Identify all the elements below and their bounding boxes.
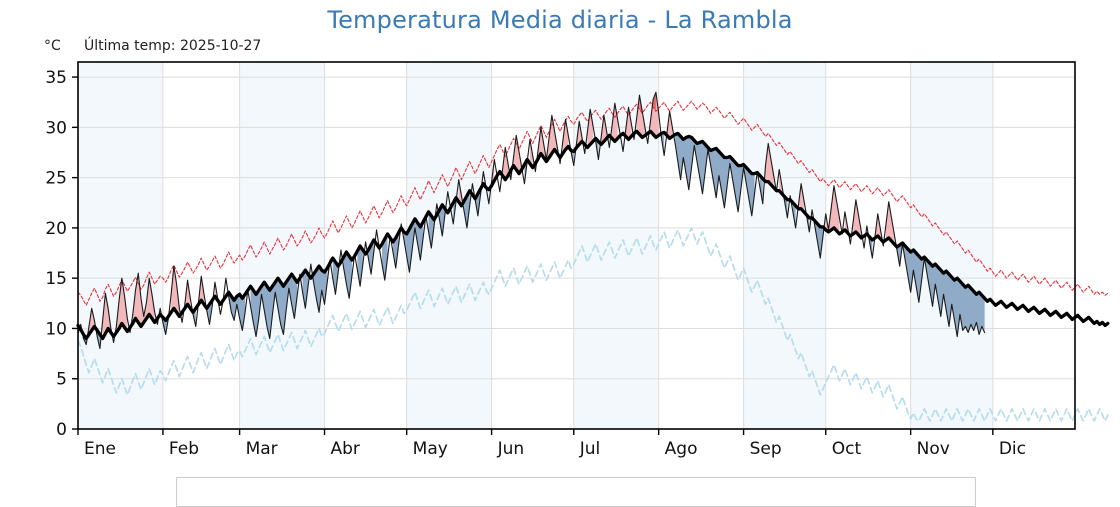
page-title: Temperatura Media diaria - La Rambla [327, 6, 793, 34]
y-axis-unit-label: °C [44, 38, 61, 54]
svg-text:5: 5 [56, 370, 67, 390]
svg-text:Sep: Sep [750, 439, 782, 459]
svg-text:Jul: Jul [579, 439, 601, 459]
last-temp-label: Última temp: 2025-10-27 [84, 38, 262, 54]
svg-text:Nov: Nov [917, 439, 950, 459]
svg-text:Ago: Ago [665, 439, 698, 459]
svg-text:Ene: Ene [84, 439, 116, 459]
svg-text:Feb: Feb [169, 439, 199, 459]
svg-text:20: 20 [45, 219, 67, 239]
svg-text:May: May [413, 439, 448, 459]
svg-text:30: 30 [45, 118, 67, 138]
svg-text:35: 35 [45, 68, 67, 88]
svg-text:Oct: Oct [832, 439, 862, 459]
svg-text:0: 0 [56, 420, 67, 440]
svg-text:Abr: Abr [331, 439, 360, 459]
svg-text:Mar: Mar [246, 439, 278, 459]
svg-text:15: 15 [45, 269, 67, 289]
svg-text:Jun: Jun [497, 439, 525, 459]
svg-text:10: 10 [45, 319, 67, 339]
svg-text:25: 25 [45, 169, 67, 189]
svg-text:Dic: Dic [999, 439, 1026, 459]
chart-legend [176, 477, 976, 507]
